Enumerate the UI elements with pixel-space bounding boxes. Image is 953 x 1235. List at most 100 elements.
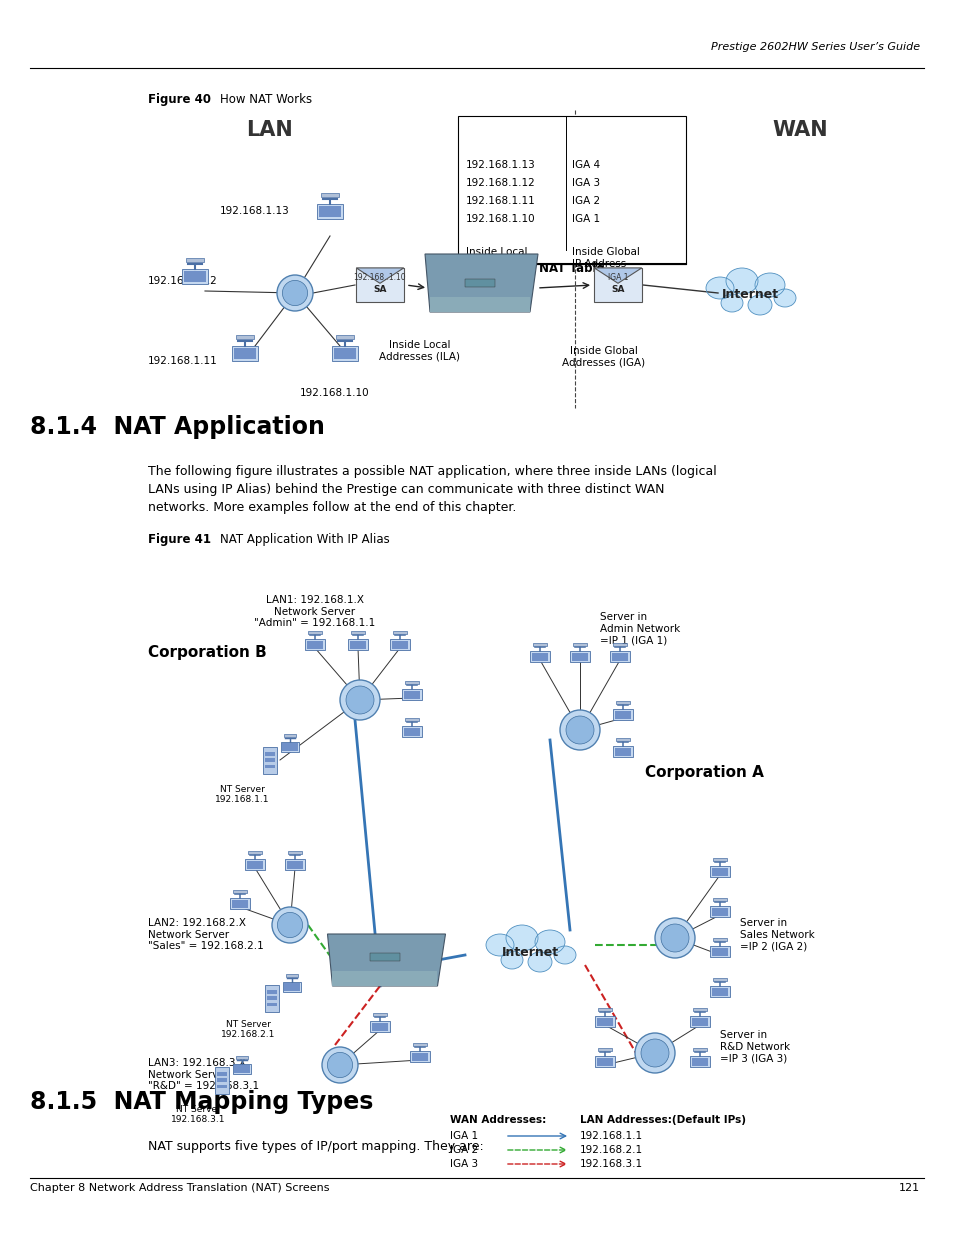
Bar	[597, 1018, 613, 1026]
Text: How NAT Works: How NAT Works	[220, 93, 312, 106]
Bar	[320, 193, 338, 198]
Circle shape	[559, 710, 599, 750]
Bar	[690, 1016, 709, 1028]
Bar	[616, 700, 629, 704]
Bar	[595, 1056, 614, 1067]
Text: 192.168.2.1: 192.168.2.1	[579, 1145, 642, 1155]
Text: LAN: LAN	[247, 120, 294, 140]
Circle shape	[277, 913, 302, 937]
Bar	[713, 937, 726, 941]
Bar	[247, 861, 263, 868]
Bar	[266, 990, 277, 993]
Bar	[598, 1008, 611, 1010]
Text: LAN2: 192.168.2.X
Network Server
"Sales" = 192.168.2.1: LAN2: 192.168.2.X Network Server "Sales"…	[148, 918, 263, 951]
Polygon shape	[594, 268, 641, 283]
Text: 192.168.1.12: 192.168.1.12	[465, 178, 536, 188]
Bar	[571, 652, 588, 661]
Bar	[334, 348, 355, 359]
Bar	[570, 651, 589, 662]
Bar	[230, 898, 250, 909]
Bar	[318, 206, 340, 217]
Bar	[307, 641, 323, 648]
Bar	[711, 947, 727, 956]
Bar	[598, 1047, 611, 1051]
Text: Corporation B: Corporation B	[148, 645, 267, 659]
Text: SA: SA	[373, 284, 386, 294]
Text: Inside Global
Addresses (IGA): Inside Global Addresses (IGA)	[562, 346, 645, 368]
Circle shape	[346, 685, 374, 714]
Text: 121: 121	[898, 1183, 919, 1193]
Ellipse shape	[500, 951, 522, 969]
Text: 192.168.1.12: 192.168.1.12	[148, 275, 217, 287]
Bar	[713, 978, 726, 981]
Text: LANs using IP Alias) behind the Prestige can communicate with three distinct WAN: LANs using IP Alias) behind the Prestige…	[148, 483, 664, 496]
Bar	[264, 758, 275, 762]
Bar	[709, 866, 729, 877]
Bar	[690, 1056, 709, 1067]
Text: LAN1: 192.168.1.X
Network Server
"Admin" = 192.168.1.1: LAN1: 192.168.1.X Network Server "Admin"…	[254, 595, 375, 629]
Bar	[614, 747, 631, 756]
Text: IGA 3: IGA 3	[450, 1158, 477, 1170]
Bar	[351, 631, 364, 634]
Bar	[610, 651, 629, 662]
Bar	[403, 727, 420, 736]
Bar	[616, 737, 629, 741]
Bar	[332, 346, 357, 361]
Bar	[234, 1065, 250, 1073]
Text: NAT Application With IP Alias: NAT Application With IP Alias	[220, 534, 390, 546]
Text: IGA 1: IGA 1	[572, 214, 599, 224]
Bar	[233, 889, 247, 893]
Text: Inside Local
Addresses (ILA): Inside Local Addresses (ILA)	[379, 340, 460, 362]
Bar	[613, 642, 626, 646]
Bar	[405, 680, 418, 684]
Bar	[335, 335, 354, 338]
Circle shape	[655, 918, 695, 958]
Polygon shape	[424, 254, 537, 312]
Text: networks. More examples follow at the end of this chapter.: networks. More examples follow at the en…	[148, 501, 516, 514]
Bar	[711, 867, 727, 876]
Bar	[533, 642, 546, 646]
Bar	[613, 709, 632, 720]
Bar	[457, 116, 685, 264]
Bar	[186, 258, 204, 262]
Text: 192.168.1.11: 192.168.1.11	[148, 356, 217, 366]
Text: IGA 1: IGA 1	[450, 1131, 477, 1141]
Text: NT Server
192.168.2.1: NT Server 192.168.2.1	[220, 1020, 274, 1040]
Text: Chapter 8 Network Address Translation (NAT) Screens: Chapter 8 Network Address Translation (N…	[30, 1183, 329, 1193]
Ellipse shape	[554, 946, 576, 965]
Text: Figure 41: Figure 41	[148, 534, 211, 546]
Bar	[184, 270, 206, 282]
Bar	[614, 710, 631, 719]
Bar	[691, 1057, 707, 1066]
Bar	[233, 1063, 251, 1074]
Ellipse shape	[505, 925, 537, 951]
Bar	[613, 746, 632, 757]
Bar	[248, 851, 261, 853]
Bar	[573, 642, 586, 646]
Polygon shape	[355, 268, 403, 283]
Bar	[285, 974, 298, 977]
Bar	[284, 983, 299, 990]
Ellipse shape	[720, 294, 742, 312]
Circle shape	[565, 716, 594, 743]
Text: 192.168.1.13: 192.168.1.13	[465, 161, 536, 170]
Bar	[288, 851, 301, 853]
Polygon shape	[333, 971, 437, 986]
Text: 8.1.4  NAT Application: 8.1.4 NAT Application	[30, 415, 325, 438]
Circle shape	[640, 1039, 668, 1067]
Text: The following figure illustrates a possible NAT application, where three inside : The following figure illustrates a possi…	[148, 466, 716, 478]
Text: Internet: Internet	[720, 289, 778, 301]
Text: 192.168.1.1: 192.168.1.1	[579, 1131, 642, 1141]
Bar	[711, 908, 727, 915]
Ellipse shape	[773, 289, 795, 308]
Bar	[348, 638, 367, 651]
Circle shape	[660, 924, 688, 952]
Text: 192.168.1.11: 192.168.1.11	[465, 196, 536, 206]
Bar	[709, 986, 729, 997]
Bar	[403, 690, 420, 699]
Circle shape	[339, 680, 379, 720]
Text: IGA 3: IGA 3	[572, 178, 599, 188]
Text: Server in
R&D Network
=IP 3 (IGA 3): Server in R&D Network =IP 3 (IGA 3)	[720, 1030, 789, 1063]
Circle shape	[272, 906, 308, 944]
Bar	[595, 1016, 614, 1028]
